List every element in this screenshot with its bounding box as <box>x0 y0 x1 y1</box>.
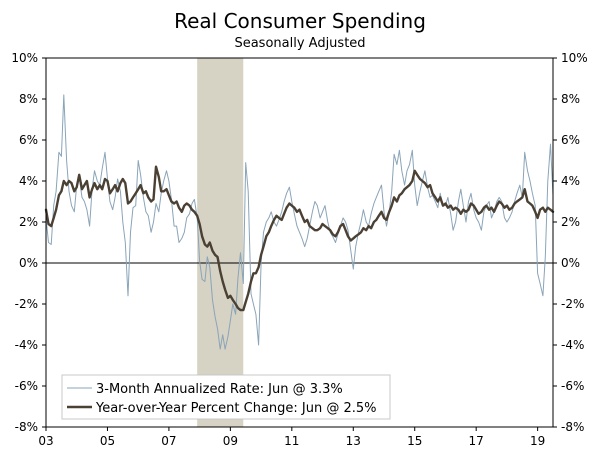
x-tick-label: 19 <box>530 434 545 448</box>
y-tick-label-right: 8% <box>561 92 580 106</box>
y-tick-label-right: 6% <box>561 133 580 147</box>
plot-frame <box>45 57 554 428</box>
chart-subtitle: Seasonally Adjusted <box>234 36 365 51</box>
y-tick-label-right: 0% <box>561 256 580 270</box>
x-tick-label: 07 <box>161 434 176 448</box>
series-line-2 <box>44 165 555 312</box>
x-tick-label: 09 <box>223 434 238 448</box>
y-tick-label-right: -8% <box>561 420 584 434</box>
plot-area <box>46 58 553 427</box>
legend-label-2: Year-over-Year Percent Change: Jun @ 2.5… <box>95 401 377 416</box>
plot-background <box>46 58 553 427</box>
x-tick-label: 15 <box>407 434 422 448</box>
y-tick-label-left: -8% <box>15 420 38 434</box>
series-layer <box>44 94 555 350</box>
y-tick-label-right: 10% <box>561 51 588 65</box>
y-tick-label-left: -2% <box>15 297 38 311</box>
plot-border <box>45 57 554 428</box>
y-tick-label-left: -4% <box>15 338 38 352</box>
y-tick-label-left: 0% <box>19 256 38 270</box>
y-tick-label-left: 4% <box>19 174 38 188</box>
axis-ticks: 10% 10% 8% 8% 6% 6% 4% 4% 2% 2% 0% 0% -2% -2% -4% -4% -6… <box>11 51 587 448</box>
y-tick-label-left: -6% <box>15 379 38 393</box>
legend-box <box>61 374 391 420</box>
legend-label-1: 3-Month Annualized Rate: Jun @ 3.3% <box>96 382 343 397</box>
y-tick-label-left: 10% <box>11 51 38 65</box>
x-tick-label: 11 <box>284 434 299 448</box>
series-line-1 <box>45 94 554 350</box>
y-tick-label-right: -6% <box>561 379 584 393</box>
y-tick-label-right: -4% <box>561 338 584 352</box>
x-tick-label: 17 <box>469 434 484 448</box>
x-tick-label: 13 <box>346 434 361 448</box>
legend: 3-Month Annualized Rate: Jun @ 3.3% Year-… <box>61 374 391 420</box>
x-tick-label: 03 <box>38 434 53 448</box>
x-tick-label: 05 <box>100 434 115 448</box>
chart-title: Real Consumer Spending <box>174 9 426 33</box>
y-tick-label-left: 8% <box>19 92 38 106</box>
y-tick-label-left: 6% <box>19 133 38 147</box>
y-tick-label-left: 2% <box>19 215 38 229</box>
y-tick-label-right: 2% <box>561 215 580 229</box>
y-tick-label-right: -2% <box>561 297 584 311</box>
y-tick-label-right: 4% <box>561 174 580 188</box>
